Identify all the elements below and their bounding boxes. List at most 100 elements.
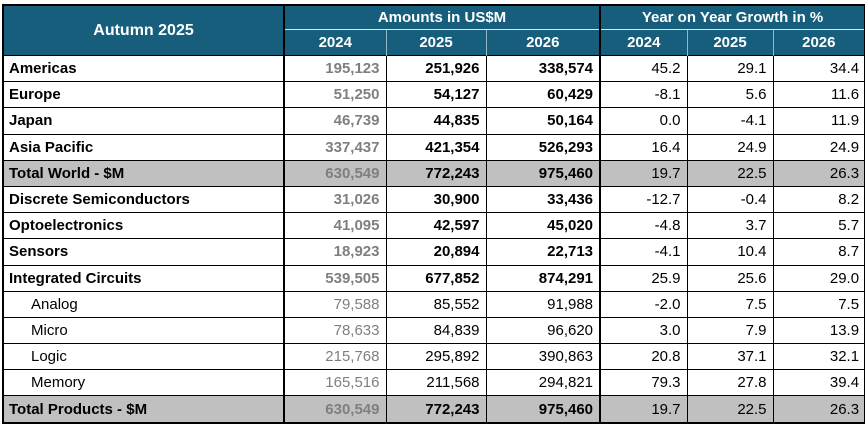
amount-usdm-cell: 390,863 [486,343,602,370]
row-label: Americas [3,54,285,82]
amount-usdm-cell: 975,460 [486,159,602,187]
row-label: Total World - $M [3,159,285,187]
growth-pct-cell: 5.6 [687,81,774,108]
growth-pct-cell: 22.5 [687,395,774,423]
amount-usdm-cell: 22,713 [486,238,602,265]
table-row: Total Products - $M 630,549 772,243 975,460… [3,395,865,423]
row-label: Sensors [3,238,285,265]
table-row: Europe 51,250 54,127 60,429 -8.1 5.6 11.6 [3,81,865,108]
growth-pct-cell: 11.6 [773,81,865,108]
row-label: Europe [3,81,285,108]
row-label: Analog [3,290,285,318]
amount-usdm-cell: 630,549 [284,395,387,423]
row-label: Optoelectronics [3,212,285,239]
growth-pct-cell: 8.2 [773,185,865,213]
table-row: Optoelectronics 41,095 42,597 45,020 -4.8 3.7… [3,212,865,239]
group-header-row: Autumn 2025 Amounts in US$M Year on Year… [3,5,865,56]
amount-usdm-cell: 79,588 [284,290,387,318]
amount-usdm-cell: 20,894 [386,238,487,265]
table-header: Autumn 2025 Amounts in US$M Year on Year… [3,5,865,56]
row-label: Discrete Semiconductors [3,185,285,213]
amount-usdm-cell: 96,620 [486,316,602,344]
growth-pct-cell: 10.4 [687,238,774,265]
row-label: Micro [3,316,285,344]
table-title: Autumn 2025 [3,5,285,56]
growth-pct-cell: 29.1 [687,54,774,82]
amount-usdm-cell: 33,436 [486,185,602,213]
growth-pct-cell: -8.1 [600,81,688,108]
growth-pct-cell: 25.6 [687,264,774,292]
amount-usdm-cell: 165,516 [284,369,387,396]
growth-pct-cell: -4.1 [600,238,688,265]
table-row: Memory 165,516 211,568 294,821 79.3 27.8 39.4 [3,369,865,396]
growth-pct-cell: 45.2 [600,54,688,82]
row-label: Asia Pacific [3,133,285,161]
amount-usdm-cell: 44,835 [386,107,487,135]
growth-pct-cell: 34.4 [773,54,865,82]
growth-pct-cell: 22.5 [687,159,774,187]
growth-year-2025-header: 2025 [686,29,774,56]
amount-usdm-cell: 421,354 [386,133,487,161]
amount-usdm-cell: 50,164 [486,107,602,135]
amount-usdm-cell: 78,633 [284,316,387,344]
amount-usdm-cell: 31,026 [284,185,387,213]
amount-usdm-cell: 60,429 [486,81,602,108]
amount-usdm-cell: 772,243 [386,395,487,423]
row-label: Integrated Circuits [3,264,285,292]
row-label: Logic [3,343,285,370]
amounts-year-2026-header: 2026 [485,29,601,56]
table-body: Americas 195,123 251,926 338,574 45.2 29.1 34.… [3,54,865,423]
table-row: Americas 195,123 251,926 338,574 45.2 29.1 34.… [3,54,865,82]
year-header-row: 2024 2025 2026 2024 2025 2026 [3,29,865,56]
amount-usdm-cell: 46,739 [284,107,387,135]
amount-usdm-cell: 539,505 [284,264,387,292]
amount-usdm-cell: 338,574 [486,54,602,82]
row-label: Memory [3,369,285,396]
table-row: Logic 215,768 295,892 390,863 20.8 37.1 32.1 [3,343,865,370]
table-row: Japan 46,739 44,835 50,164 0.0 -4.1 11.9 [3,107,865,135]
growth-pct-cell: 0.0 [600,107,688,135]
growth-pct-cell: 3.7 [687,212,774,239]
amount-usdm-cell: 337,437 [284,133,387,161]
amounts-year-2024-header: 2024 [283,29,386,56]
growth-pct-cell: 26.3 [773,395,865,423]
amount-usdm-cell: 677,852 [386,264,487,292]
amount-usdm-cell: 211,568 [386,369,487,396]
growth-year-2026-header: 2026 [772,29,865,56]
growth-pct-cell: 19.7 [600,159,688,187]
growth-pct-cell: 20.8 [600,343,688,370]
amount-usdm-cell: 42,597 [386,212,487,239]
growth-pct-cell: 7.9 [687,316,774,344]
amount-usdm-cell: 215,768 [284,343,387,370]
growth-pct-cell: 13.9 [773,316,865,344]
amounts-group-header: Amounts in US$M [284,5,602,30]
growth-pct-cell: -0.4 [687,185,774,213]
growth-pct-cell: 3.0 [600,316,688,344]
growth-pct-cell: -4.1 [687,107,774,135]
growth-pct-cell: -2.0 [600,290,688,318]
amount-usdm-cell: 54,127 [386,81,487,108]
amount-usdm-cell: 85,552 [386,290,487,318]
row-label: Japan [3,107,285,135]
table-row: Discrete Semiconductors 31,026 30,900 33,43… [3,185,865,213]
amount-usdm-cell: 18,923 [284,238,387,265]
table-row: Sensors 18,923 20,894 22,713 -4.1 10.4 8.7 [3,238,865,265]
growth-pct-cell: 29.0 [773,264,865,292]
growth-group-header: Year on Year Growth in % [600,5,865,30]
amount-usdm-cell: 41,095 [284,212,387,239]
amount-usdm-cell: 874,291 [486,264,602,292]
growth-pct-cell: 79.3 [600,369,688,396]
amounts-year-2025-header: 2025 [385,29,486,56]
growth-pct-cell: 27.8 [687,369,774,396]
growth-pct-cell: 26.3 [773,159,865,187]
growth-pct-cell: 5.7 [773,212,865,239]
growth-pct-cell: -4.8 [600,212,688,239]
growth-pct-cell: 39.4 [773,369,865,396]
table-row: Analog 79,588 85,552 91,988 -2.0 7.5 7.5 [3,290,865,318]
table-row: Micro 78,633 84,839 96,620 3.0 7.9 13.9 [3,316,865,344]
growth-pct-cell: 7.5 [687,290,774,318]
amount-usdm-cell: 51,250 [284,81,387,108]
growth-pct-cell: 32.1 [773,343,865,370]
growth-pct-cell: 16.4 [600,133,688,161]
